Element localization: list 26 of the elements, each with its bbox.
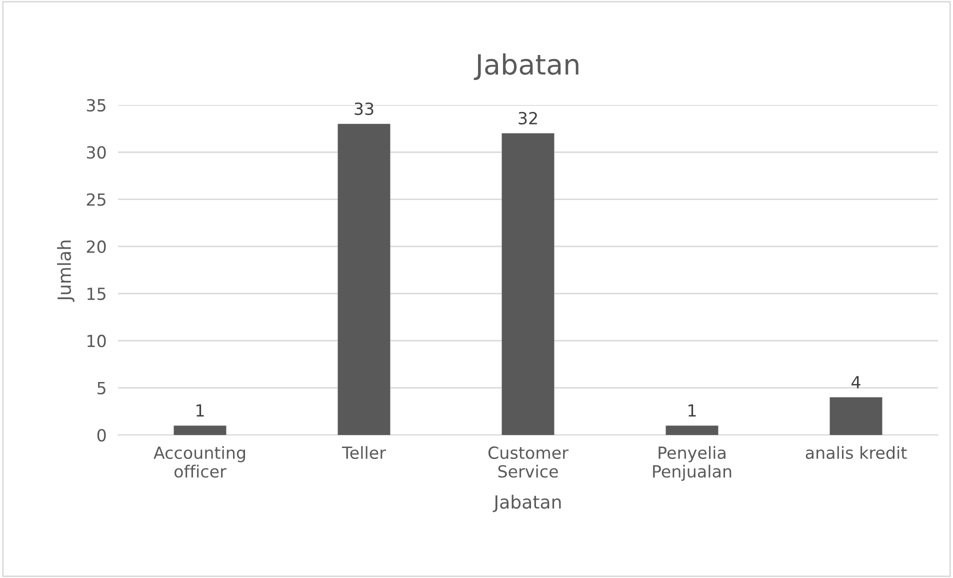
x-axis-title: Jabatan <box>492 494 561 512</box>
y-tick-label: 30 <box>86 146 106 159</box>
data-label: 4 <box>852 376 860 388</box>
y-tick-label: 20 <box>86 240 106 253</box>
y-tick-label: 25 <box>86 193 106 206</box>
data-label: 1 <box>196 404 204 417</box>
y-tick-label: 0 <box>97 428 106 442</box>
bar <box>666 426 718 435</box>
y-tick-label: 10 <box>88 334 106 348</box>
x-tick-label: Teller <box>342 446 386 460</box>
x-tick-label: analis kredit <box>806 446 907 460</box>
bar <box>338 124 390 435</box>
x-tick-label: Accounting officer <box>154 446 246 478</box>
x-tick-label: Penyelia Penjualan <box>653 446 732 481</box>
chart-title: Jabatan <box>474 53 578 80</box>
y-tick-label: 5 <box>98 382 106 394</box>
y-tick-label: 15 <box>88 288 106 300</box>
bar <box>174 426 226 435</box>
bar <box>502 133 554 435</box>
data-label: 33 <box>354 102 374 116</box>
bar <box>830 397 882 435</box>
y-axis-title: Jumlah <box>57 240 74 302</box>
x-tick-label: Customer Service <box>488 446 568 478</box>
data-label: 32 <box>518 112 537 124</box>
data-label: 1 <box>688 404 696 417</box>
y-tick-label: 35 <box>86 98 106 112</box>
